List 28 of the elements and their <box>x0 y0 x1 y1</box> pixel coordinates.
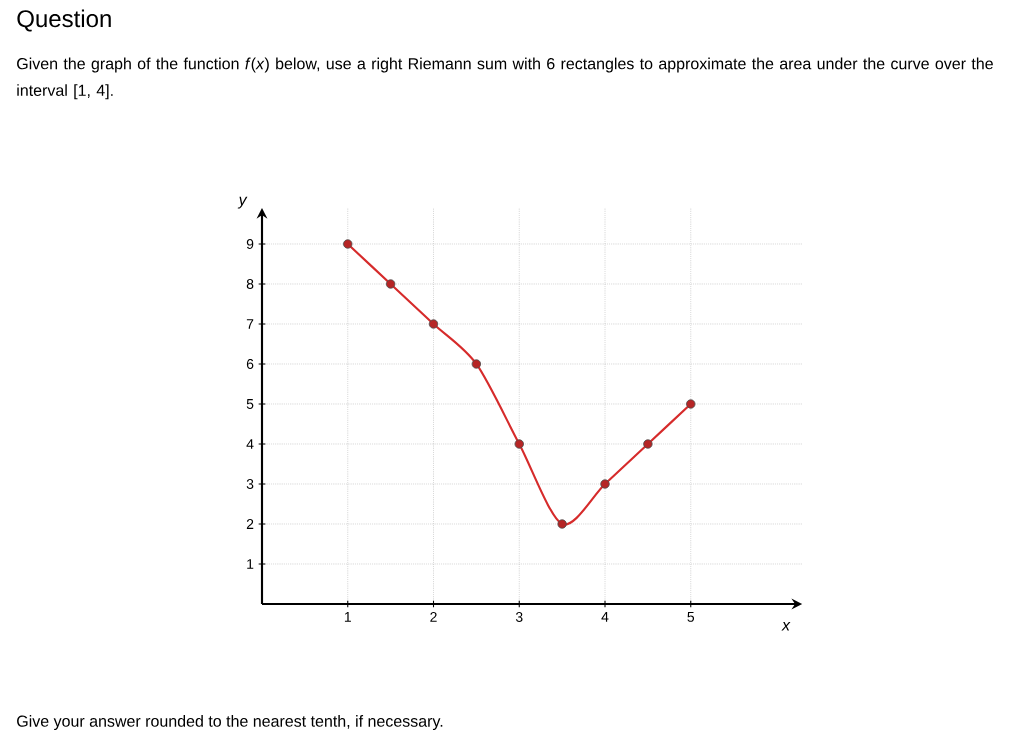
y-axis-title: y <box>237 196 248 209</box>
x-tick-label: 1 <box>344 612 351 622</box>
x-axis-title: x <box>781 622 791 631</box>
y-tick-label: 2 <box>246 519 254 529</box>
y-tick-label: 7 <box>246 319 254 329</box>
y-tick-label: 8 <box>246 279 254 289</box>
y-tick-label: 3 <box>246 479 254 489</box>
point <box>343 239 353 249</box>
y-tick-label: 6 <box>246 359 254 369</box>
x-tick-label: 5 <box>687 612 695 622</box>
point <box>428 319 439 329</box>
point <box>557 519 567 529</box>
point <box>385 279 396 289</box>
point <box>686 399 696 409</box>
point <box>643 439 653 449</box>
y-tick-label: 1 <box>247 559 254 569</box>
x-tick-label: 2 <box>430 612 437 622</box>
x-tick-label: 4 <box>601 612 609 622</box>
y-tick-label: 5 <box>246 399 254 409</box>
point <box>600 479 610 489</box>
text: Give your answer rounded to the nearest tenth, if necessary. <box>17 715 443 730</box>
point <box>514 439 524 449</box>
text: Question <box>17 9 111 32</box>
text: Given the graph of the function f(x) below, use a right Riemann sum with 6 rectangles to approximate the area under the curve over the interval [1, 4]. <box>17 57 993 100</box>
x-tick-label: 3 <box>515 612 523 622</box>
y-tick-label: 9 <box>246 239 254 249</box>
point <box>471 359 482 369</box>
y-tick-label: 4 <box>246 439 254 449</box>
